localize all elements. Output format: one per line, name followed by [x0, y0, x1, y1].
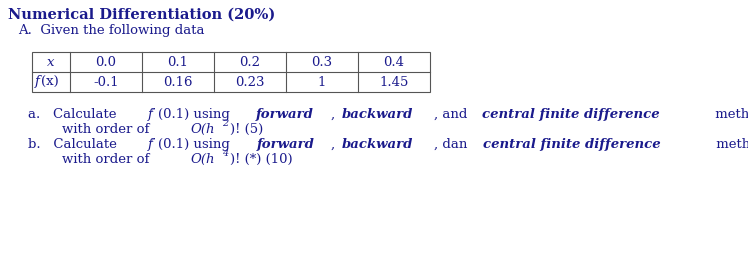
Text: O(h: O(h — [190, 153, 215, 166]
Text: forward: forward — [256, 108, 314, 121]
Text: with order of: with order of — [28, 153, 153, 166]
Text: (0.1) using: (0.1) using — [159, 138, 234, 151]
Text: backward: backward — [342, 138, 414, 151]
Text: (0.1) using: (0.1) using — [158, 108, 234, 121]
Text: (x): (x) — [41, 76, 59, 88]
Text: , dan: , dan — [434, 138, 472, 151]
Text: 0.16: 0.16 — [163, 76, 193, 88]
Text: 1.45: 1.45 — [379, 76, 408, 88]
Text: 0.3: 0.3 — [311, 56, 333, 69]
Text: f′: f′ — [147, 108, 156, 121]
Text: f′: f′ — [148, 138, 156, 151]
Text: with order of: with order of — [28, 123, 153, 136]
Text: 1: 1 — [318, 76, 326, 88]
Text: 2: 2 — [221, 120, 228, 128]
Text: -0.1: -0.1 — [94, 76, 119, 88]
Text: )! (*) (10): )! (*) (10) — [230, 153, 292, 166]
Text: , and: , and — [434, 108, 471, 121]
Text: f: f — [35, 76, 40, 88]
Text: A.  Given the following data: A. Given the following data — [18, 24, 204, 37]
Text: 0.23: 0.23 — [236, 76, 265, 88]
Text: 0.4: 0.4 — [384, 56, 405, 69]
Text: method: method — [712, 138, 748, 151]
Text: x: x — [47, 56, 55, 69]
Text: )! (5): )! (5) — [230, 123, 263, 136]
Text: backward: backward — [342, 108, 413, 121]
Bar — [32, 52, 430, 92]
Text: a.   Calculate: a. Calculate — [28, 108, 120, 121]
Text: central finite difference: central finite difference — [482, 138, 660, 151]
Text: ,: , — [331, 108, 339, 121]
Text: ,: , — [331, 138, 340, 151]
Text: 0.2: 0.2 — [239, 56, 260, 69]
Text: O(h: O(h — [190, 123, 215, 136]
Text: Numerical Differentiation (20%): Numerical Differentiation (20%) — [8, 8, 275, 22]
Text: central finite difference: central finite difference — [482, 108, 660, 121]
Text: forward: forward — [257, 138, 314, 151]
Text: method: method — [711, 108, 748, 121]
Text: 0.0: 0.0 — [96, 56, 117, 69]
Text: 4: 4 — [221, 150, 228, 159]
Text: b.   Calculate: b. Calculate — [28, 138, 121, 151]
Text: 0.1: 0.1 — [168, 56, 188, 69]
